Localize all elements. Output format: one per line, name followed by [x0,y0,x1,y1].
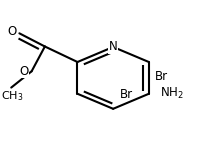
Text: Br: Br [154,70,168,83]
Text: O: O [7,25,16,38]
Text: O: O [19,65,28,78]
Text: NH$_2$: NH$_2$ [160,86,184,101]
Text: Br: Br [120,88,133,101]
Text: CH$_3$: CH$_3$ [1,89,23,103]
Text: N: N [109,40,118,53]
